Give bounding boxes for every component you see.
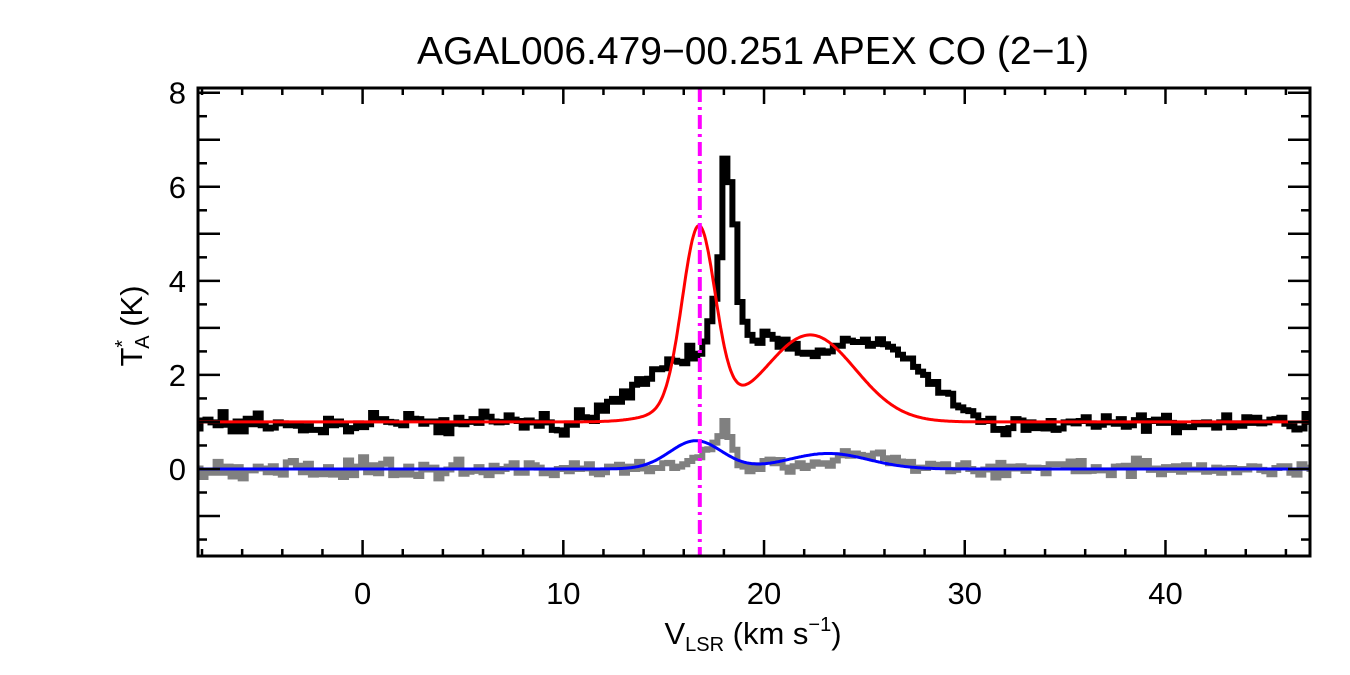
y-tick-label: 0 [169, 452, 186, 487]
y-axis-label-sub: A [132, 335, 154, 349]
x-axis-label-rest: (km s [724, 616, 808, 651]
x-axis-label-end: ) [831, 616, 841, 651]
axes: 0 10 20 30 40 0 2 4 6 8 [169, 76, 1312, 611]
residual-fit-curve [198, 439, 1310, 471]
y-axis-label-main: T [114, 348, 149, 367]
x-axis-label: VLSR (km s−1) [664, 614, 841, 656]
x-axis-label-main: V [664, 616, 685, 651]
x-axis-label-sup: −1 [808, 614, 831, 636]
plot-frame [196, 86, 1312, 558]
chart-title: AGAL006.479−00.251 APEX CO (2−1) [417, 30, 1089, 73]
plot-area [198, 88, 1310, 556]
y-tick-label: 8 [169, 76, 186, 111]
residual-spectrum-line [198, 155, 1310, 438]
y-axis-label: T*A (K) [112, 285, 154, 366]
x-tick-label: 10 [546, 576, 580, 611]
x-tick-label: 20 [747, 576, 781, 611]
y-axis-label-sup: * [112, 340, 134, 348]
y-tick-label: 4 [169, 264, 186, 299]
gaussian-fit-curve [198, 224, 1310, 424]
y-tick-label: 2 [169, 358, 186, 393]
x-axis-label-sub: LSR [685, 634, 724, 656]
y-tick-label: 6 [169, 170, 186, 205]
x-tick-label: 0 [354, 576, 371, 611]
observed-spectrum-line [198, 418, 1310, 482]
x-tick-label: 40 [1148, 576, 1182, 611]
x-tick-label: 30 [948, 576, 982, 611]
y-axis-label-rest: (K) [114, 285, 149, 335]
